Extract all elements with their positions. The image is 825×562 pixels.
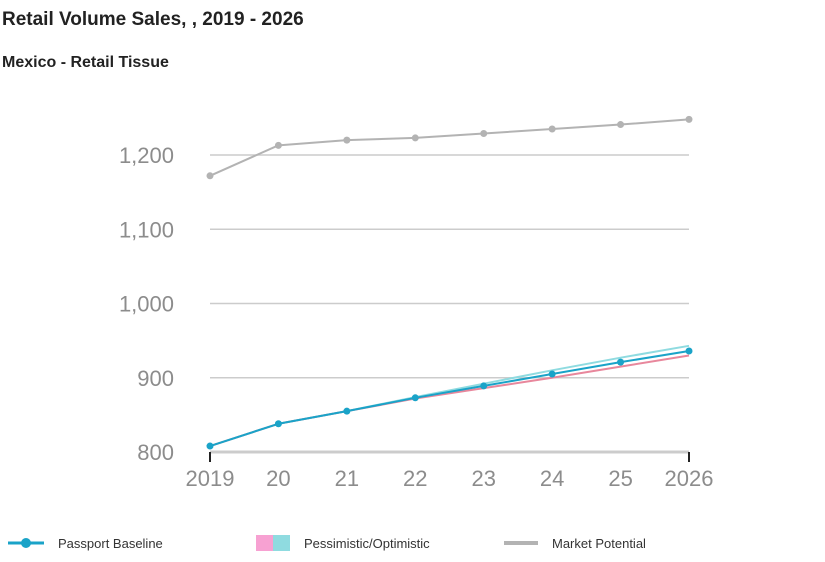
passport-baseline-point: [480, 382, 488, 390]
passport-baseline-point: [411, 394, 419, 402]
y-tick-label: 1,200: [119, 143, 174, 168]
legend-item-scenarios[interactable]: Pessimistic/Optimistic: [256, 530, 430, 556]
passport-baseline-point: [343, 407, 351, 415]
y-tick-label: 1,000: [119, 292, 174, 317]
x-tick-label: 2026: [665, 466, 714, 491]
market-potential-point: [274, 141, 282, 149]
series-line-market-potential: [209, 118, 690, 177]
market-line-icon: [504, 541, 538, 545]
passport-baseline-point: [206, 442, 214, 450]
chart-title: Retail Volume Sales, , 2019 - 2026: [2, 9, 304, 30]
market-potential-point: [411, 134, 419, 142]
chart-subtitle: Mexico - Retail Tissue: [2, 54, 169, 71]
series-line-optimistic: [209, 344, 690, 448]
market-potential-point: [548, 125, 556, 133]
market-potential-point: [480, 129, 488, 137]
x-tick-label: 21: [335, 466, 359, 491]
chart-legend: Passport Baseline Pessimistic/Optimistic…: [0, 530, 825, 556]
x-tick-label: 23: [471, 466, 495, 491]
passport-baseline-point: [617, 358, 625, 366]
legend-label-scenarios: Pessimistic/Optimistic: [304, 535, 430, 551]
y-tick-label: 900: [137, 366, 174, 391]
passport-baseline-point: [274, 420, 282, 428]
passport-baseline-point: [548, 370, 556, 378]
legend-item-baseline[interactable]: Passport Baseline: [8, 530, 163, 556]
passport-baseline-point: [685, 347, 693, 355]
legend-item-market[interactable]: Market Potential: [504, 530, 646, 556]
baseline-line-icon: [8, 538, 44, 548]
x-tick-label: 20: [266, 466, 290, 491]
market-potential-point: [343, 136, 351, 144]
x-tick-label: 22: [403, 466, 427, 491]
x-tick-label: 24: [540, 466, 564, 491]
series-line-passport-baseline: [209, 350, 690, 448]
series-line-pessimistic: [209, 354, 690, 448]
legend-label-market: Market Potential: [552, 535, 646, 551]
market-potential-point: [206, 172, 214, 180]
line-chart: 800 900 1,000 1,100 1,200 2019 20 21 22 23 24 25 202…: [119, 115, 714, 491]
y-tick-label: 1,100: [119, 217, 174, 242]
legend-label-baseline: Passport Baseline: [58, 535, 163, 551]
x-tick-label: 2019: [186, 466, 235, 491]
y-tick-label: 800: [137, 440, 174, 465]
scenario-swatch-icon: [256, 535, 290, 551]
market-potential-point: [617, 121, 625, 129]
x-tick-label: 25: [608, 466, 632, 491]
market-potential-point: [685, 115, 693, 123]
